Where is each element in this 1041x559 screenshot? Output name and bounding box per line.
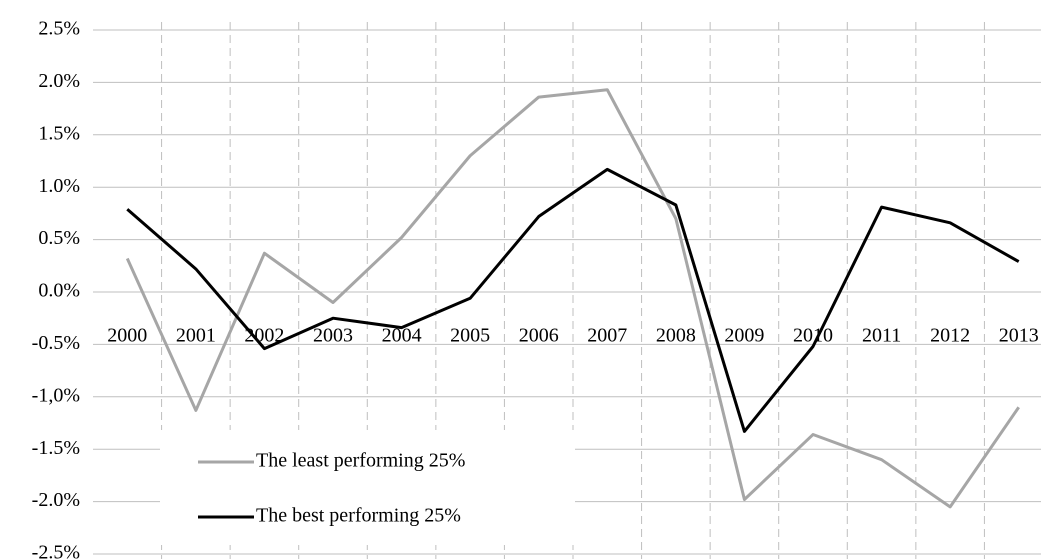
y-tick-label: 0.5% <box>38 227 80 249</box>
x-tick-label: 2003 <box>313 325 353 347</box>
x-tick-label: 2012 <box>930 325 970 347</box>
x-tick-label: 2005 <box>450 325 490 347</box>
y-tick-label: -1.5% <box>32 437 80 459</box>
y-tick-label: -1,0% <box>32 384 80 406</box>
x-tick-label: 2007 <box>587 325 627 347</box>
y-tick-label: 2.5% <box>38 18 80 40</box>
legend-box <box>160 430 575 545</box>
x-tick-label: 2001 <box>176 325 216 347</box>
y-tick-label: -2.0% <box>32 489 80 511</box>
y-tick-label: 1.5% <box>38 122 80 144</box>
x-tick-label: 2009 <box>724 325 764 347</box>
data-line <box>126 167 1020 433</box>
x-tick-label: 2006 <box>519 325 559 347</box>
legend-label: The best performing 25% <box>256 505 461 527</box>
y-tick-label: -2.5% <box>32 542 80 559</box>
y-tick-label: 1.0% <box>38 175 80 197</box>
x-tick-label: 2004 <box>382 325 422 347</box>
legend-label: The least performing 25% <box>256 450 465 472</box>
y-tick-label: -0.5% <box>32 332 80 354</box>
x-tick-label: 2013 <box>999 325 1039 347</box>
x-tick-label: 2008 <box>656 325 696 347</box>
x-tick-label: 2011 <box>862 325 901 347</box>
x-tick-label: 2000 <box>107 325 147 347</box>
y-tick-label: 0.0% <box>38 280 80 302</box>
x-tick-label: 2002 <box>244 325 284 347</box>
y-tick-label: 2.0% <box>38 70 80 92</box>
data-line <box>125 88 1020 509</box>
x-tick-label: 2010 <box>793 325 833 347</box>
